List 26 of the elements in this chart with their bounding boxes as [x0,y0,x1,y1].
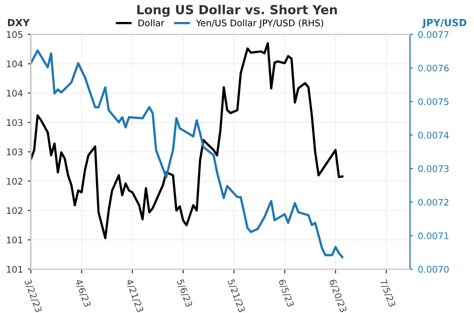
chart-title: Long US Dollar vs. Short Yen [137,4,337,17]
y-tick-label: 101 [6,236,22,244]
y-tick-label: 101 [6,266,22,273]
y-tick-label: 103 [6,119,22,126]
y2-tick-label: 0.0076 [418,64,449,72]
y-tick-label: 104 [6,60,23,68]
y2-axis-title: JPY/USD [422,18,466,28]
y-tick-label: 103 [6,148,22,156]
y2-tick-label: 0.0074 [418,132,449,139]
x-tick-label: 7/5/23 [379,278,396,308]
x-tick-label: 5/6/23 [176,278,193,308]
y2-tick-label: 0.0075 [418,98,448,106]
x-tick-label: 6/5/23 [278,278,294,308]
legend-label: Yen/US Dollar JPY/USD (RHS) [196,19,324,28]
y-tick-label: 102 [6,207,22,214]
y-axis-title: DXY [8,19,30,26]
y-tick-label: 104 [6,90,23,97]
y-tick-label: 102 [6,178,22,185]
y2-tick-label: 0.0077 [418,31,448,38]
y2-tick-label: 0.0070 [418,266,449,273]
y2-tick-label: 0.0072 [418,198,448,206]
y2-tick-label: 0.0073 [418,165,449,172]
y2-tick-label: 0.0071 [418,232,448,240]
y-tick-label: 105 [6,31,22,38]
x-tick-label: 4/6/23 [74,278,92,308]
legend-label: Dollar [138,19,164,26]
